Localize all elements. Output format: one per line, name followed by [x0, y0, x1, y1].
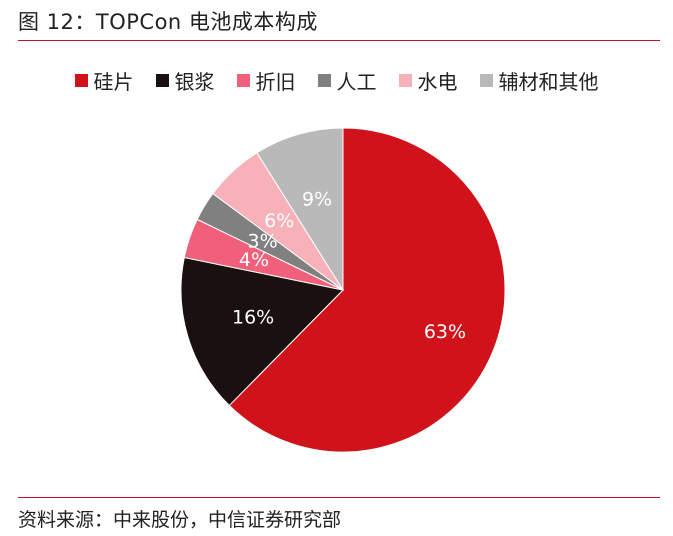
pie-slice-silver-paste — [180, 256, 345, 407]
pie-label-materials-other: 9% — [302, 189, 332, 211]
legend-swatch — [398, 74, 412, 87]
pie-slice-wafer — [228, 127, 506, 453]
legend-item-wafer: 硅片 — [74, 66, 134, 95]
pie-label-silver-paste: 16% — [232, 306, 274, 328]
source-divider — [18, 497, 660, 498]
legend-label: 辅材和其他 — [498, 70, 599, 94]
legend-label: 折旧 — [255, 70, 296, 94]
pie-slice-materials-other — [256, 127, 344, 292]
legend-label: 硅片 — [93, 70, 134, 94]
source-note: 资料来源：中来股份，中信证券研究部 — [18, 509, 342, 531]
legend-swatch — [155, 74, 169, 87]
legend-item-labor: 人工 — [317, 66, 377, 95]
pie-label-depreciation: 4% — [239, 249, 269, 271]
legend-item-silver-paste: 银浆 — [155, 66, 215, 95]
legend-swatch — [74, 74, 88, 87]
pie-label-labor: 3% — [248, 230, 278, 252]
legend-swatch — [236, 74, 250, 87]
legend-swatch — [317, 74, 331, 87]
chart-legend: 硅片 银浆 折旧 人工 水电 辅材和其他 — [0, 66, 673, 95]
legend-label: 银浆 — [174, 70, 215, 94]
legend-item-depreciation: 折旧 — [236, 66, 296, 95]
legend-swatch — [479, 74, 493, 87]
pie-label-utilities: 6% — [264, 210, 294, 232]
pie-label-wafer: 63% — [424, 321, 466, 343]
legend-item-materials-other: 辅材和其他 — [479, 66, 599, 95]
legend-item-utilities: 水电 — [398, 66, 458, 95]
title-divider — [18, 40, 660, 41]
legend-label: 人工 — [336, 70, 377, 94]
legend-label: 水电 — [417, 70, 458, 94]
chart-title: 图 12：TOPCon 电池成本构成 — [18, 10, 318, 34]
